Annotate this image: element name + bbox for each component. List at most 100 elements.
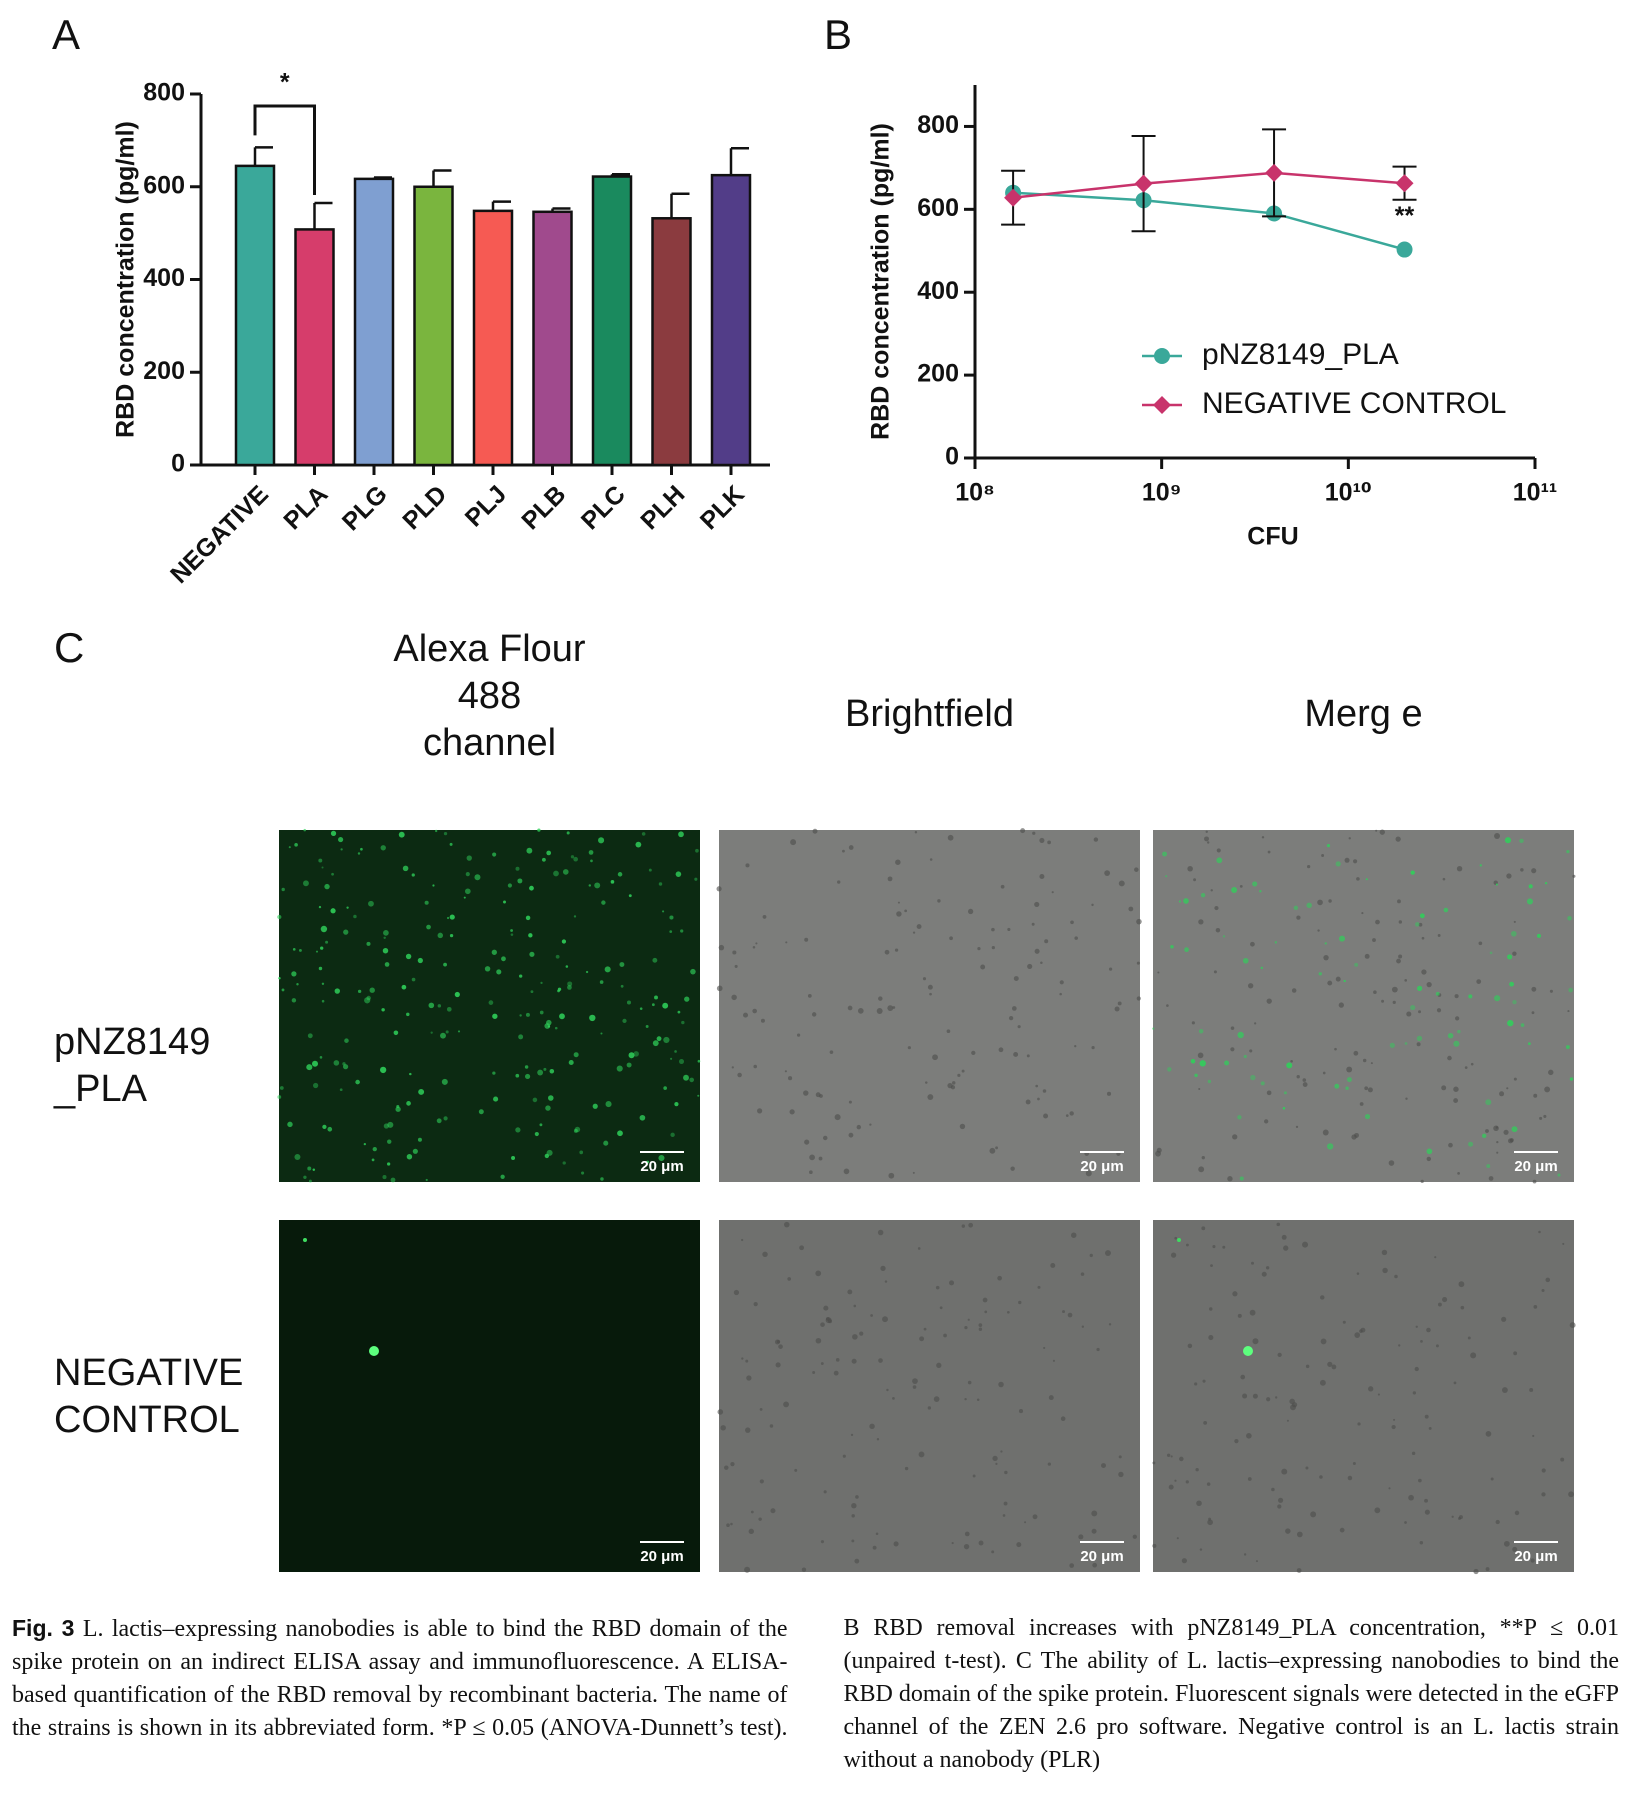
texture [1531,986,1537,992]
texture [750,1510,754,1514]
fluorescence [1565,1045,1570,1049]
fluorescence [604,966,611,973]
texture [778,1344,783,1349]
x-tick-label: NEGATIVE [165,480,274,589]
texture [1261,836,1265,839]
texture [1529,1387,1534,1392]
scale-bar-label: 20 μm [1080,1548,1123,1565]
texture [968,1222,974,1228]
texture [1533,1093,1538,1098]
texture [1569,1322,1576,1329]
fluorescence [1404,1042,1408,1045]
fluorescence [547,1095,554,1101]
fluorescence [574,1126,581,1133]
texture [1185,1480,1189,1484]
y-axis-label: RBD concentration (pg/ml) [867,123,895,440]
texture [1042,1089,1047,1093]
texture [1541,1492,1546,1497]
texture [809,1170,813,1175]
fluorescence [411,977,416,982]
fluorescence [1216,857,1223,864]
fluorescence [1198,1029,1204,1034]
fluorescence [303,880,309,887]
texture [1093,837,1099,842]
texture [904,909,908,913]
texture [1078,1534,1084,1540]
texture [726,1523,730,1528]
scale-bar-label: 20 μm [1514,1548,1557,1565]
texture [927,1094,934,1100]
fluorescence [1486,1164,1491,1169]
texture [892,1396,895,1400]
fluorescence [435,829,438,833]
fluorescence [372,1146,377,1152]
texture [1448,1142,1453,1148]
texture [1201,1156,1205,1160]
texture [989,1147,996,1154]
texture [939,1306,943,1310]
texture [1361,912,1364,915]
texture [1249,1049,1253,1053]
fluorescence [1457,1029,1461,1034]
fluorescence [1511,1126,1518,1133]
fluorescence [605,1101,612,1108]
texture [847,1289,853,1295]
texture [923,1327,927,1331]
texture [1305,1466,1309,1470]
texture [1198,919,1204,925]
fluorescence [694,877,698,881]
texture [718,944,725,951]
texture [1136,918,1142,925]
texture [1205,830,1208,834]
image-background [279,1220,700,1572]
fluorescence [567,981,573,987]
fluorescence [1481,1133,1487,1139]
y-axis-label: RBD concentration (pg/ml) [112,121,140,438]
texture [1424,1509,1430,1515]
fluorescence [1222,935,1226,938]
texture [1531,1011,1535,1015]
fluorescence [585,970,589,974]
fluorescence [294,1154,301,1160]
fluorescence [1520,1023,1525,1027]
texture [1327,980,1333,986]
fluorescence [600,1032,603,1035]
texture [1560,1457,1565,1462]
fluorescence [507,883,512,888]
texture [848,1132,854,1138]
fluorescence [449,933,454,938]
fluorescence [670,1132,675,1138]
texture [896,911,902,917]
texture [1134,867,1139,872]
column-header: Alexa Flour [393,628,586,670]
image-background [719,830,1140,1182]
texture [823,1490,827,1494]
texture [964,1531,970,1537]
fluorescence [369,987,375,993]
texture [1266,1090,1272,1096]
texture [789,1109,795,1115]
texture [897,901,900,904]
texture [946,1029,951,1034]
texture [818,1156,823,1161]
fluorescence [628,894,632,898]
fluorescence [291,971,297,977]
texture [1375,919,1380,925]
texture [1275,1396,1278,1399]
texture [799,1245,805,1251]
texture [1210,1264,1213,1267]
texture [1198,1166,1205,1173]
fluorescence [339,1088,343,1092]
texture [1426,1327,1431,1333]
texture [1478,941,1483,946]
fluorescence [546,1019,552,1026]
fluorescence [402,865,409,872]
bar [353,177,395,467]
texture [1018,1300,1022,1305]
texture [1485,1431,1492,1437]
fluorescence [412,1148,418,1154]
fluorescence [357,852,361,855]
texture [997,1275,1002,1281]
fluorescence [327,1126,333,1132]
fluorescence [1178,900,1181,903]
